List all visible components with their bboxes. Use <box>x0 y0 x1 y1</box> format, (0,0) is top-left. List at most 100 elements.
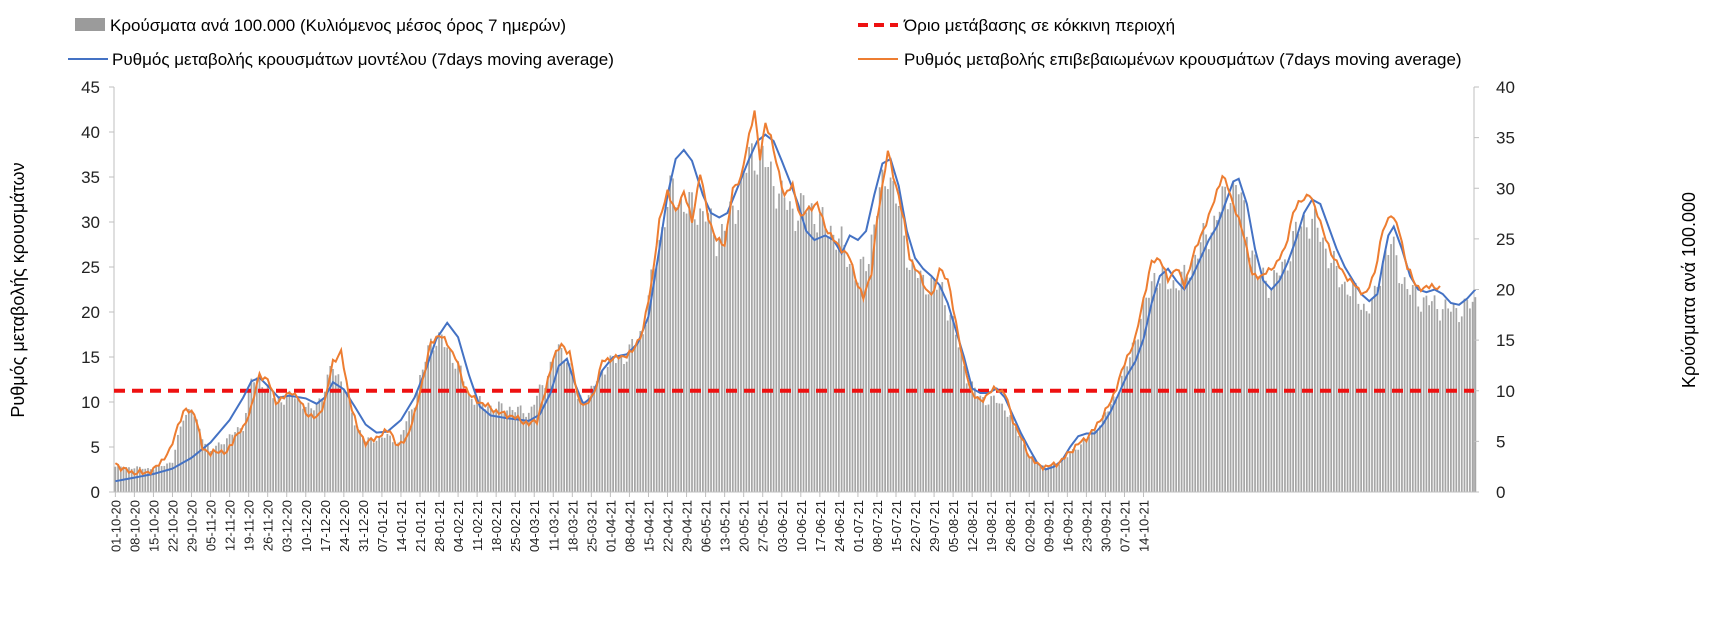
bar <box>1052 463 1055 492</box>
bar <box>359 430 362 492</box>
x-tick-label: 12-11-20 <box>223 500 238 551</box>
bar <box>601 371 604 492</box>
bar <box>1362 303 1365 492</box>
bar <box>1333 250 1335 492</box>
bar <box>696 224 699 493</box>
bar <box>1346 294 1349 492</box>
bar <box>383 437 386 492</box>
bar <box>367 437 370 492</box>
bar <box>623 363 625 492</box>
bar <box>1148 297 1150 492</box>
bar <box>745 172 748 493</box>
bar <box>642 334 644 492</box>
bar <box>1096 431 1099 492</box>
legend: Κρούσματα ανά 100.000 (Κυλιόμενος μέσος … <box>68 16 1462 69</box>
bar <box>1044 467 1047 492</box>
bar <box>993 395 995 492</box>
bar <box>1001 403 1003 492</box>
y-left-tick-label: 20 <box>81 303 100 322</box>
bar <box>1216 220 1218 492</box>
bar <box>1028 456 1031 492</box>
bar <box>889 177 892 492</box>
x-tick-label: 01-04-21 <box>603 500 618 552</box>
bar <box>742 173 745 492</box>
bar <box>663 227 666 492</box>
bar <box>666 207 669 492</box>
bar <box>560 348 563 492</box>
bar <box>356 426 359 492</box>
bar <box>476 400 478 492</box>
bar <box>930 277 933 492</box>
bar <box>606 366 609 492</box>
bar <box>1042 465 1044 492</box>
bar <box>117 465 119 492</box>
bar <box>770 161 772 493</box>
bar <box>780 180 783 492</box>
bar <box>764 167 767 492</box>
bar <box>680 198 682 492</box>
bar <box>704 221 707 492</box>
x-tick-label: 05-08-21 <box>946 500 961 552</box>
bar <box>519 405 522 492</box>
x-tick-label: 10-06-21 <box>794 500 809 552</box>
bar <box>215 445 217 492</box>
bar <box>353 425 356 492</box>
bar <box>1088 436 1090 492</box>
bar <box>979 395 982 492</box>
x-tick-label: 19-08-21 <box>984 500 999 552</box>
bar <box>1428 305 1430 492</box>
bar <box>870 234 873 492</box>
bar <box>631 339 634 492</box>
bar <box>783 197 786 492</box>
bar <box>1406 289 1409 492</box>
bar <box>604 374 606 492</box>
bar <box>1061 461 1063 492</box>
bar <box>410 409 413 492</box>
bar <box>935 289 938 492</box>
bar <box>557 344 560 492</box>
bar <box>1197 258 1199 492</box>
bar <box>658 240 661 492</box>
bar <box>206 445 209 492</box>
bar <box>538 384 541 492</box>
bar <box>946 320 949 492</box>
bar <box>138 466 141 492</box>
bar <box>750 143 753 492</box>
bar <box>498 401 500 492</box>
y-right-tick-label: 30 <box>1496 179 1515 198</box>
x-tick-label: 17-06-21 <box>813 500 828 552</box>
bar <box>1460 316 1463 492</box>
y-right-tick-label: 10 <box>1496 382 1515 401</box>
bar <box>1158 283 1161 492</box>
bar <box>1425 295 1428 492</box>
bar <box>1275 272 1278 492</box>
bar <box>808 205 810 492</box>
bar <box>1093 430 1096 492</box>
bar <box>693 219 696 492</box>
bar <box>1069 453 1071 492</box>
bar <box>223 444 226 492</box>
bar <box>911 259 914 492</box>
bar <box>337 374 340 492</box>
bar <box>805 212 808 492</box>
x-tick-label: 25-02-21 <box>508 500 523 552</box>
bar <box>1360 309 1362 492</box>
bar <box>614 363 617 492</box>
bar <box>334 375 337 492</box>
bar <box>364 441 367 492</box>
bar <box>1058 464 1061 492</box>
bar <box>340 381 342 492</box>
bar <box>1439 320 1441 492</box>
bar <box>209 451 212 492</box>
bar <box>984 405 987 492</box>
bar <box>1099 425 1101 492</box>
y-left-tick-label: 40 <box>81 123 100 142</box>
bar <box>609 355 612 492</box>
bar <box>1352 281 1354 492</box>
bar <box>133 468 136 492</box>
bar <box>838 238 840 492</box>
bar <box>574 391 576 492</box>
bar <box>1265 280 1267 492</box>
bar <box>473 404 476 492</box>
bar <box>1006 416 1009 492</box>
